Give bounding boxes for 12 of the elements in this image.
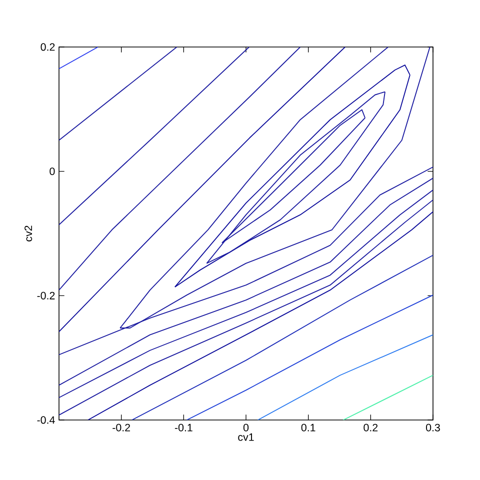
x-tick-label: 0 [243,424,249,432]
x-axis-title: cv1 [238,433,254,441]
y-tick-label: -0.2 [37,292,55,300]
y-axis-title: cv2 [24,226,32,242]
y-tick-label: 0 [50,168,55,176]
y-tick-label: 0.2 [40,43,55,51]
x-tick-label: 0.1 [301,424,316,432]
x-tick-label: -0.2 [112,424,130,432]
y-tick-label: -0.4 [37,416,55,424]
x-tick-label: 0.2 [364,424,378,432]
x-tick-label: 0.3 [426,424,440,432]
x-tick-label: -0.1 [174,424,192,432]
